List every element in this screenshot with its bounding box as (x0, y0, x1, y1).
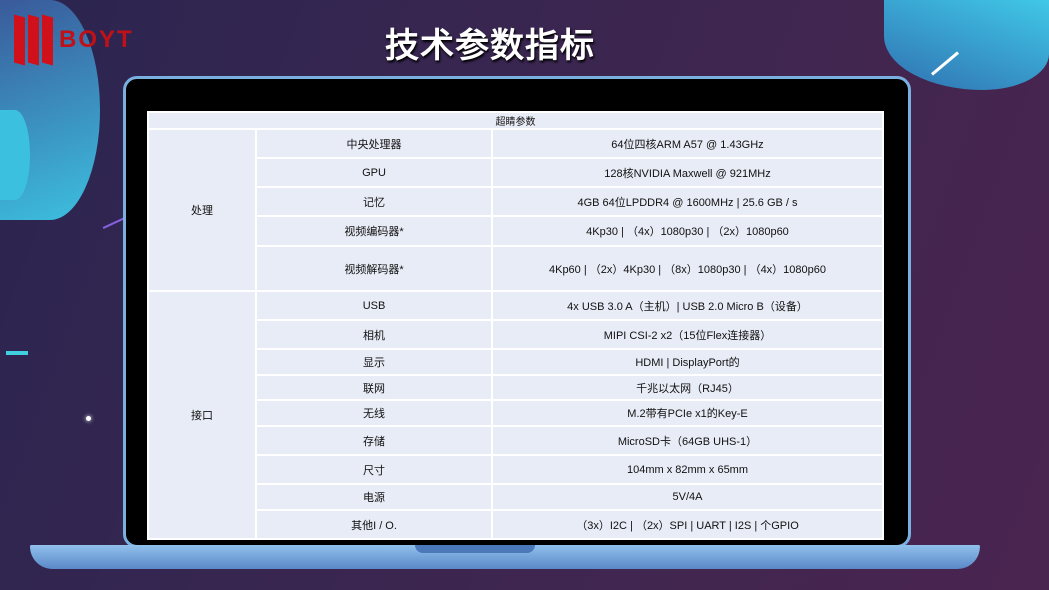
spec-value: HDMI | DisplayPort的 (491, 348, 884, 376)
decorative-dot (86, 416, 91, 421)
group-label: 接口 (147, 290, 257, 540)
spec-label: 中央处理器 (255, 128, 493, 159)
spec-value: 千兆以太网（RJ45） (491, 374, 884, 401)
spec-value: 4x USB 3.0 A（主机）| USB 2.0 Micro B（设备） (491, 290, 884, 321)
group-label: 处理 (147, 128, 257, 292)
spec-label: 电源 (255, 483, 493, 511)
spec-value: MicroSD卡（64GB UHS-1） (491, 425, 884, 456)
spec-value: （3x）I2C | （2x）SPI | UART | I2S | 个GPIO (491, 509, 884, 540)
spec-label: USB (255, 290, 493, 321)
table-header: 超睛参数 (147, 111, 884, 130)
page-title: 技术参数指标 (385, 27, 595, 65)
decorative-blob (0, 110, 30, 200)
spec-value: 4Kp60 | （2x）4Kp30 | （8x）1080p30 | （4x）10… (491, 245, 884, 292)
spec-label: 视频解码器* (255, 245, 493, 292)
brand-logo: BOYT (14, 14, 134, 66)
laptop-notch (415, 545, 535, 553)
table-row: 记忆 4GB 64位LPDDR4 @ 1600MHz | 25.6 GB / s (148, 186, 884, 217)
decorative-line (102, 217, 126, 229)
spec-label: GPU (255, 157, 493, 188)
spec-label: 联网 (255, 374, 493, 401)
table-row: 联网 千兆以太网（RJ45） (148, 374, 884, 401)
spec-label: 尺寸 (255, 454, 493, 485)
spec-label: 相机 (255, 319, 493, 350)
table-row: 存储 MicroSD卡（64GB UHS-1） (148, 425, 884, 456)
spec-label: 其他I / O. (255, 509, 493, 540)
table-row: GPU 128核NVIDIA Maxwell @ 921MHz (148, 157, 884, 188)
spec-label: 无线 (255, 399, 493, 427)
table-row: 接口 USB 4x USB 3.0 A（主机）| USB 2.0 Micro B（设… (147, 290, 884, 540)
spec-value: MIPI CSI-2 x2（15位Flex连接器） (491, 319, 884, 350)
decorative-dash (6, 351, 28, 355)
table-row: 显示 HDMI | DisplayPort的 (148, 348, 884, 376)
table-row: 电源 5V/4A (148, 483, 884, 511)
spec-label: 视频编码器* (255, 215, 493, 247)
spec-value: 64位四核ARM A57 @ 1.43GHz (491, 128, 884, 159)
spec-value: 128核NVIDIA Maxwell @ 921MHz (491, 157, 884, 188)
table-row: 视频编码器* 4Kp30 | （4x）1080p30 | （2x）1080p60 (148, 215, 884, 247)
table-row: 处理 中央处理器 64位四核ARM A57 @ 1.43GHz (147, 128, 884, 292)
spec-value: 4GB 64位LPDDR4 @ 1600MHz | 25.6 GB / s (491, 186, 884, 217)
table-row: 其他I / O. （3x）I2C | （2x）SPI | UART | I2S |… (148, 509, 884, 540)
spec-value: 4Kp30 | （4x）1080p30 | （2x）1080p60 (491, 215, 884, 247)
spec-table: 超睛参数 处理 中央处理器 64位四核ARM A57 @ 1.43GHz GPU 128… (147, 111, 884, 540)
spec-label: 显示 (255, 348, 493, 376)
table-row: 尺寸 104mm x 82mm x 65mm (148, 454, 884, 485)
spec-value: 104mm x 82mm x 65mm (491, 454, 884, 485)
spec-label: 存储 (255, 425, 493, 456)
logo-text: BOYT (59, 26, 134, 53)
spec-value: M.2带有PCIe x1的Key-E (491, 399, 884, 427)
table-row: 视频解码器* 4Kp60 | （2x）4Kp30 | （8x）1080p30 | … (148, 245, 884, 292)
spec-label: 记忆 (255, 186, 493, 217)
table-row: 无线 M.2带有PCIe x1的Key-E (148, 399, 884, 427)
table-row: 相机 MIPI CSI-2 x2（15位Flex连接器） (148, 319, 884, 350)
spec-value: 5V/4A (491, 483, 884, 511)
